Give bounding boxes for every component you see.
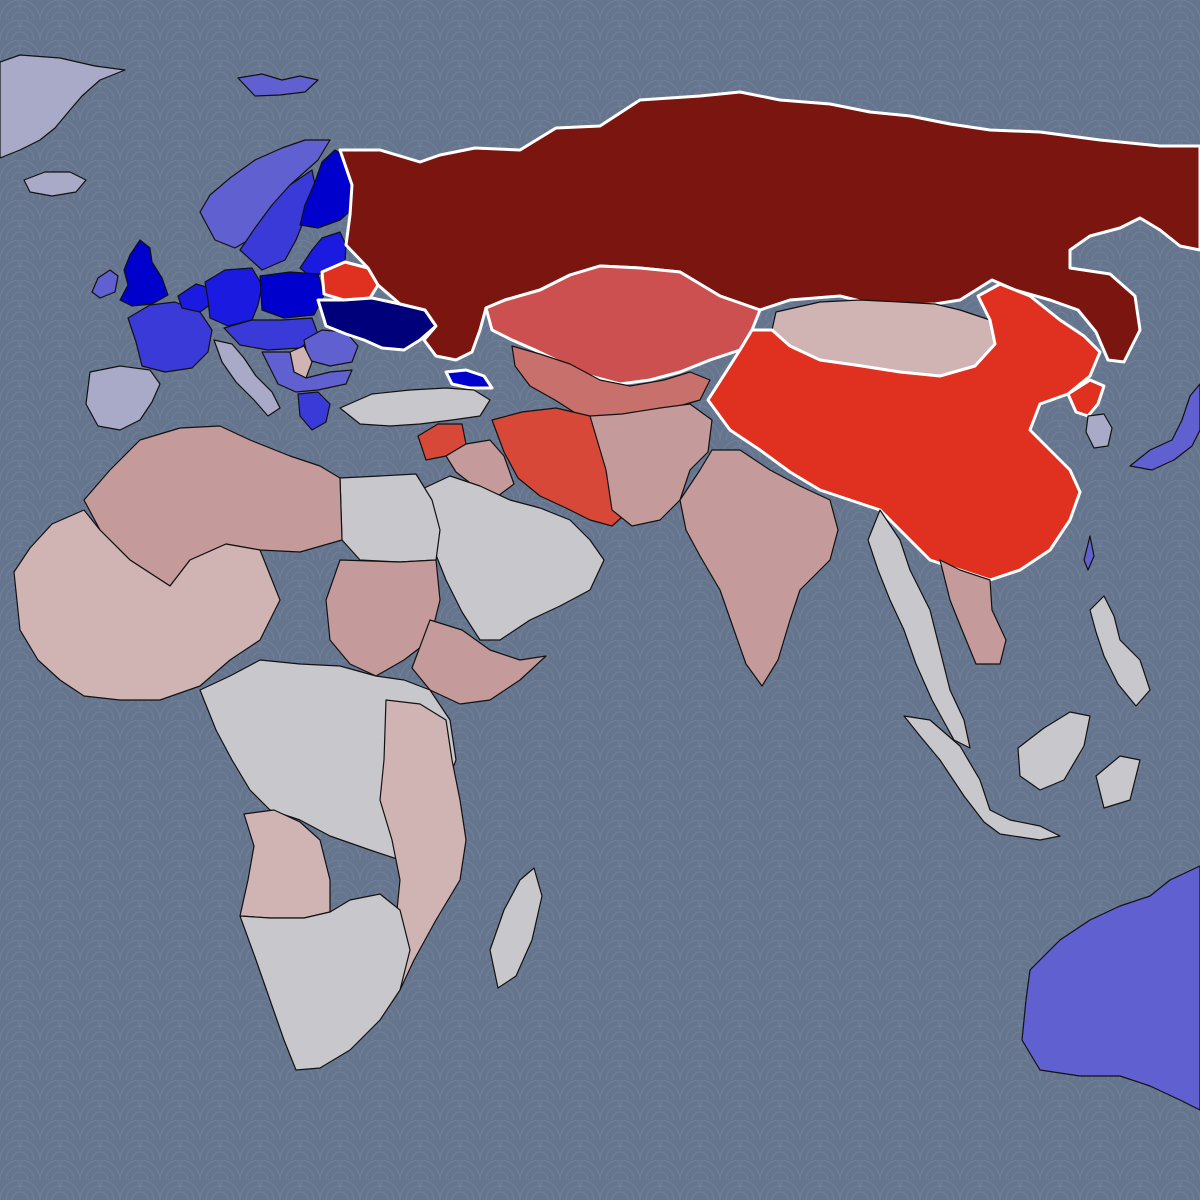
country-georgia[interactable] [444,368,494,390]
country-sudan[interactable] [325,559,441,677]
country-japan[interactable] [1129,383,1200,471]
country-italy[interactable] [213,339,281,417]
country-svalbard[interactable] [237,73,319,97]
country-poland[interactable] [259,271,325,319]
country-iceland[interactable] [23,171,87,197]
country-philippines[interactable] [1089,595,1151,707]
country-egypt[interactable] [339,473,441,563]
country-iran[interactable] [491,407,631,527]
country-south-korea[interactable] [1085,413,1113,449]
country-india[interactable] [679,449,839,687]
country-russia[interactable] [338,90,1200,364]
country-southeast-asia[interactable] [867,509,971,749]
country-balkans[interactable] [261,351,353,393]
country-central-asia[interactable] [511,345,711,421]
country-germany[interactable] [204,267,263,327]
country-belarus[interactable] [320,260,380,302]
country-australia[interactable] [1021,865,1200,1111]
country-north-korea[interactable] [1066,378,1106,418]
country-indonesia[interactable] [903,711,1141,841]
country-united-kingdom[interactable] [119,239,169,307]
country-greece[interactable] [297,391,331,431]
country-france[interactable] [127,301,213,373]
country-southern-africa[interactable] [239,893,411,1071]
country-afghanistan-pakistan[interactable] [589,403,713,527]
country-ethiopia[interactable] [411,619,547,705]
country-iraq[interactable] [445,439,515,497]
country-madagascar[interactable] [489,867,543,989]
country-norway[interactable] [199,139,331,249]
country-taiwan[interactable] [1083,535,1095,571]
country-greenland[interactable] [0,54,126,159]
country-west-africa[interactable] [13,509,281,701]
country-vietnam-laos[interactable] [939,559,1007,665]
country-iberia[interactable] [85,365,161,431]
country-turkey[interactable] [339,387,491,427]
country-ukraine[interactable] [316,296,438,352]
country-arabia[interactable] [419,475,605,641]
country-ireland[interactable] [91,269,119,299]
